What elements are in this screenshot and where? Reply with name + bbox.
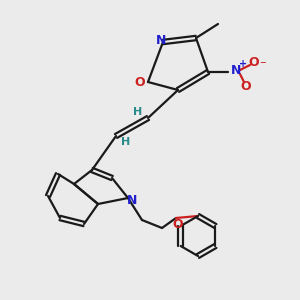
Text: O: O xyxy=(249,56,259,70)
Text: +: + xyxy=(239,59,247,69)
Text: O: O xyxy=(241,80,251,92)
Text: H: H xyxy=(122,137,130,147)
Text: N: N xyxy=(156,34,166,47)
Text: N: N xyxy=(127,194,137,206)
Text: O: O xyxy=(173,218,183,232)
Text: ⁻: ⁻ xyxy=(259,59,265,73)
Text: H: H xyxy=(134,107,142,117)
Text: O: O xyxy=(135,76,145,89)
Text: N: N xyxy=(231,64,241,76)
